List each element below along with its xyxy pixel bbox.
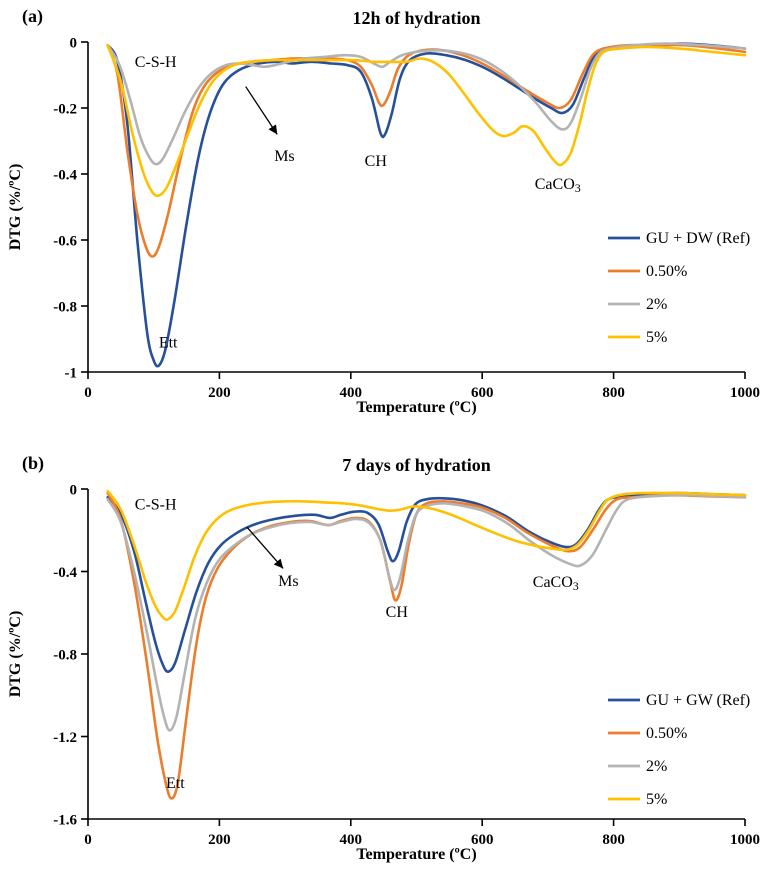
x-tick-label: 400 xyxy=(340,385,363,401)
annotation-ms: Ms xyxy=(278,573,298,590)
x-tick-label: 600 xyxy=(471,832,494,848)
annotation-arrow xyxy=(246,526,284,569)
dtg-chart-a-svg: 0 200 400 600 800 1000 0 -0.2 -0.4 -0.6 -0.8 -1 GU +… xyxy=(53,36,760,402)
y-axis-label-a: DTG (%/ºC) xyxy=(7,163,24,251)
chart-title-b: 7 days of hydration xyxy=(342,455,491,475)
x-axis-label-b: Temperature (ºC) xyxy=(356,846,477,863)
gu-dw-ref-line xyxy=(106,42,747,368)
legend-label-0-50: 0.50% xyxy=(646,725,687,742)
0-50-line xyxy=(106,43,747,258)
x-tick-label: 1000 xyxy=(730,832,760,848)
annotation-subscript: 3 xyxy=(573,579,579,593)
annotation-ett: Ett xyxy=(159,334,178,351)
annotation-caco3: CaCO3 xyxy=(535,176,581,195)
x-tick-label: 0 xyxy=(84,832,92,848)
5-line xyxy=(106,44,747,198)
annotation-subscript: 3 xyxy=(575,181,581,195)
panel-label-b: (b) xyxy=(22,453,44,473)
annotation-caco3: CaCO3 xyxy=(533,574,579,593)
annotation-c-s-h: C-S-H xyxy=(135,497,177,514)
y-tick-label: -0.4 xyxy=(53,168,77,184)
annotation-ch: CH xyxy=(386,604,409,621)
x-tick-label: 400 xyxy=(340,832,363,848)
annotation-c-s-h: C-S-H xyxy=(135,54,177,71)
x-tick-label: 800 xyxy=(602,832,625,848)
y-tick-label: -0.8 xyxy=(53,300,77,316)
x-tick-label: 600 xyxy=(471,385,494,401)
annotation-ms: Ms xyxy=(274,148,294,165)
legend-label-2: 2% xyxy=(646,296,667,313)
x-tick-label: 800 xyxy=(602,385,625,401)
dtg-chart-b-svg: 0 200 400 600 800 1000 0 -0.4 -0.8 -1.2 -1.6 GU + G… xyxy=(53,483,760,849)
axes xyxy=(87,42,745,373)
annotation-ett: Ett xyxy=(166,775,185,792)
legend-label-0-50: 0.50% xyxy=(646,263,687,280)
y-tick-label: -1.2 xyxy=(53,730,77,746)
y-tick-label: -0.8 xyxy=(53,648,77,664)
legend-label-gu-dw-ref: GU + DW (Ref) xyxy=(646,230,750,247)
y-tick-label: -0.4 xyxy=(53,565,77,581)
x-axis-label-a: Temperature (ºC) xyxy=(356,399,477,416)
legend-label-gu-gw-ref: GU + GW (Ref) xyxy=(646,692,750,709)
y-axis-label-b: DTG (%/ºC) xyxy=(7,610,24,698)
y-tick-label: 0 xyxy=(70,483,78,499)
annotation-arrow xyxy=(245,86,278,135)
x-tick-label: 200 xyxy=(208,385,231,401)
chart-panel-b: 0 200 400 600 800 1000 0 -0.4 -0.8 -1.2 -1.6 GU + G… xyxy=(0,447,772,894)
gu-gw-ref-line xyxy=(106,491,747,673)
y-tick-label: 0 xyxy=(70,36,78,52)
series-group xyxy=(106,489,747,800)
panel-label-a: (a) xyxy=(22,6,43,26)
series-group xyxy=(106,42,747,368)
y-tick-label: -0.2 xyxy=(53,102,77,118)
x-tick-label: 0 xyxy=(84,385,92,401)
legend-label-5: 5% xyxy=(646,791,667,808)
x-tick-label: 200 xyxy=(208,832,231,848)
x-tick-label: 1000 xyxy=(730,385,760,401)
chart-panel-a: 0 200 400 600 800 1000 0 -0.2 -0.4 -0.6 -0.8 -1 GU +… xyxy=(7,6,760,416)
legend-label-5: 5% xyxy=(646,329,667,346)
chart-title-a: 12h of hydration xyxy=(352,8,481,28)
y-tick-label: -1.6 xyxy=(53,813,77,829)
5-line xyxy=(106,489,747,621)
legend-label-2: 2% xyxy=(646,758,667,775)
annotation-ch: CH xyxy=(365,153,388,170)
y-tick-label: -1 xyxy=(65,366,78,382)
2-line xyxy=(106,493,747,732)
2-line xyxy=(106,42,747,166)
y-tick-label: -0.6 xyxy=(53,234,77,250)
